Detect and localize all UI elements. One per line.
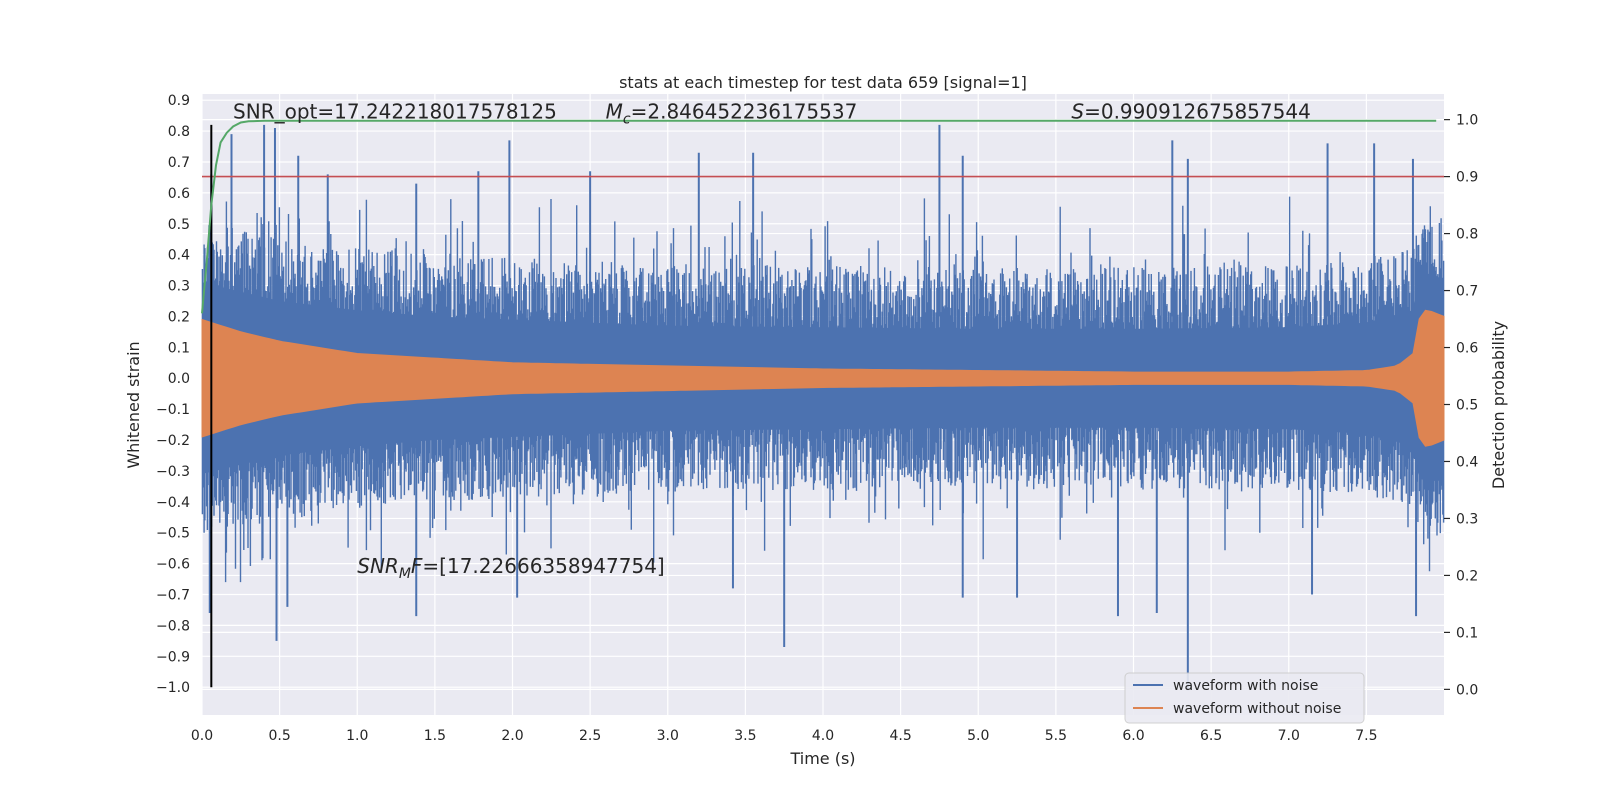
y-tick-label: −0.2 <box>156 433 190 449</box>
y-axis-label: Whitened strain <box>124 341 143 468</box>
annotation-2: S=0.990912675857544 <box>1071 100 1310 124</box>
x-tick-label: 5.5 <box>1045 728 1067 744</box>
y-tick-label: 0.6 <box>168 186 190 202</box>
waveform-without-noise-series <box>201 309 1445 447</box>
y-tick-label: −0.4 <box>156 495 190 511</box>
y2-tick-label: 0.5 <box>1456 398 1478 414</box>
detection-probability-series <box>201 119 1437 314</box>
y-tick-label: 0.5 <box>168 217 190 233</box>
y2-tick-label: 0.6 <box>1456 341 1478 357</box>
y-tick-label: −0.7 <box>156 588 190 604</box>
y2-tick-label: 0.4 <box>1456 454 1478 470</box>
x-tick-label: 6.5 <box>1200 728 1222 744</box>
x-tick-label: 1.5 <box>424 728 446 744</box>
y2-tick-label: 0.0 <box>1456 682 1478 698</box>
x-tick-label: 3.0 <box>657 728 679 744</box>
y-tick-label: 0.0 <box>168 371 190 387</box>
y-tick-label: −0.9 <box>156 649 190 665</box>
y2-tick-label: 0.1 <box>1456 625 1478 641</box>
y-tick-label: 0.9 <box>168 93 190 109</box>
x-axis-label: Time (s) <box>789 749 855 768</box>
y-tick-label: 0.4 <box>168 248 190 264</box>
y-tick-label: −0.8 <box>156 618 190 634</box>
x-tick-label: 3.5 <box>734 728 756 744</box>
clean-chirp <box>201 309 1445 447</box>
reference-lines <box>202 124 1444 688</box>
y2-tick-label: 0.7 <box>1456 284 1478 300</box>
y-tick-label: 0.8 <box>168 124 190 140</box>
annotations: SNR_opt=17.242218017578125 Mc=2.846452236… <box>233 100 1311 582</box>
x-tick-label: 7.0 <box>1278 728 1300 744</box>
y-tick-label: −1.0 <box>156 680 190 696</box>
legend-label-noise: waveform with noise <box>1173 678 1318 694</box>
x-tick-label: 0.5 <box>268 728 290 744</box>
x-tick-label: 6.0 <box>1122 728 1144 744</box>
y-tick-label: 0.3 <box>168 279 190 295</box>
x-tick-label: 4.5 <box>889 728 911 744</box>
y2-tick-label: 0.2 <box>1456 568 1478 584</box>
y-tick-label: −0.5 <box>156 526 190 542</box>
legend-label-clean: waveform without noise <box>1173 701 1341 717</box>
y2-tick-label: 1.0 <box>1456 113 1478 129</box>
legend: waveform with noise waveform without noi… <box>1124 672 1365 724</box>
x-tick-label: 2.5 <box>579 728 601 744</box>
y-tick-label: −0.1 <box>156 402 190 418</box>
x-tick-label: 4.0 <box>812 728 834 744</box>
y-tick-label: 0.7 <box>168 155 190 171</box>
y-tick-label: 0.2 <box>168 309 190 325</box>
y2-tick-label: 0.3 <box>1456 511 1478 527</box>
y-tick-label: −0.6 <box>156 557 190 573</box>
y2-tick-label: 0.8 <box>1456 227 1478 243</box>
x-tick-label: 1.0 <box>346 728 368 744</box>
y-tick-label: −0.3 <box>156 464 190 480</box>
x-tick-label: 7.5 <box>1355 728 1377 744</box>
annotation-1: Mc=2.846452236175537 <box>606 100 858 128</box>
y-tick-label: 0.1 <box>168 340 190 356</box>
annotation-0: SNR_opt=17.242218017578125 <box>233 100 557 124</box>
x-tick-label: 5.0 <box>967 728 989 744</box>
x-tick-label: 0.0 <box>191 728 213 744</box>
y2-axis-label: Detection probability <box>1489 321 1508 489</box>
chart-title: stats at each timestep for test data 659… <box>619 73 1027 92</box>
y2-tick-label: 0.9 <box>1456 170 1478 186</box>
x-tick-label: 2.0 <box>501 728 523 744</box>
axis-ticks: 0.0 0.5 1.0 1.5 2.0 2.5 3.0 3.5 4.0 4.5 5.0 5.5 6.0 6… <box>156 93 1478 744</box>
detection-probability-line <box>201 119 1437 314</box>
legend-box <box>1124 672 1365 724</box>
annotation-3: SNRMF=[17.22666358947754] <box>357 554 665 582</box>
